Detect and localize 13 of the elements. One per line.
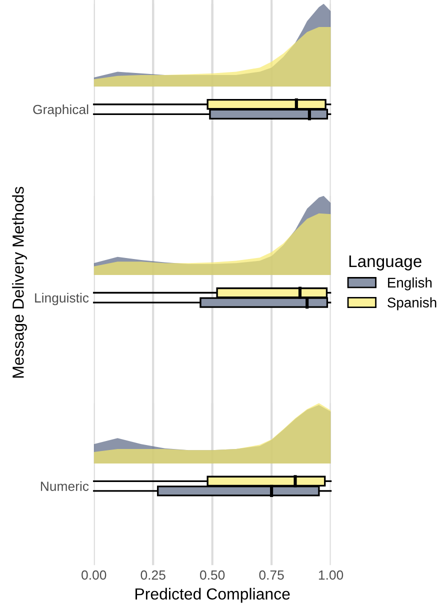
y-tick-label: Graphical <box>33 104 88 117</box>
y-tick-label: Linguistic <box>35 292 89 306</box>
legend-label: Spanish <box>388 297 436 310</box>
x-tick-label: 1.00 <box>318 570 344 580</box>
x-tick-label: 0.50 <box>200 570 225 580</box>
legend-label: English <box>388 277 432 290</box>
y-axis-title: Message Delivery Methods <box>12 186 27 378</box>
legend-title: Language <box>349 256 422 270</box>
x-tick-label: 0.00 <box>82 570 106 580</box>
x-axis-title: Predicted Compliance <box>136 588 290 603</box>
y-tick-label: Numeric <box>40 481 89 491</box>
x-tick-label: 0.25 <box>140 570 166 580</box>
x-tick-label: 0.75 <box>259 570 284 580</box>
